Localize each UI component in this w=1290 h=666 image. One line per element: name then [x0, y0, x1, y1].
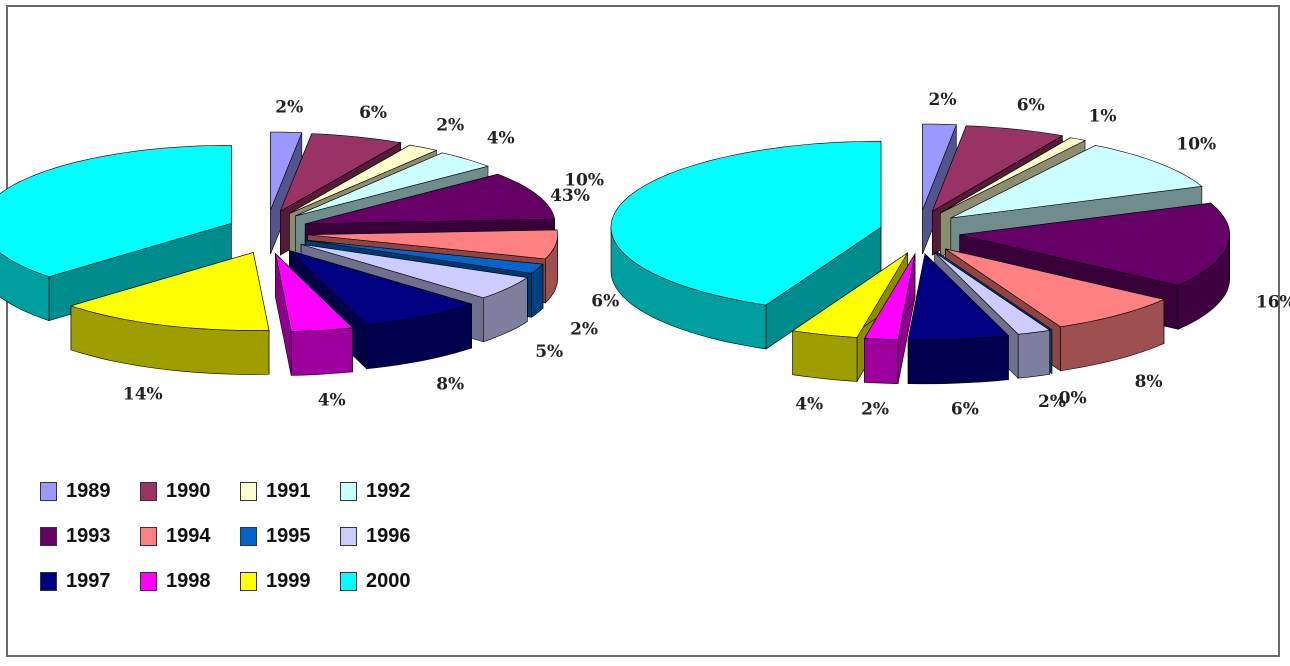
legend-label: 1998 — [166, 569, 211, 592]
slice-top — [610, 140, 882, 306]
slice-top — [275, 252, 354, 332]
pie-chart-1: 2%6%2%4%10%6%2%5%8%4%14%37% — [0, 98, 619, 411]
legend-label: 1989 — [66, 479, 111, 502]
legend: 1989 1990 1991 1992 1993 1994 1995 1996 … — [40, 478, 460, 594]
slice-rim — [864, 337, 899, 385]
pie-data-label: 43% — [550, 186, 590, 206]
slice-top — [907, 253, 1010, 341]
legend-item-1993: 1993 — [40, 523, 140, 549]
legend-label: 1996 — [366, 524, 411, 547]
legend-label: 1994 — [166, 524, 211, 547]
pie-data-label: 10% — [564, 170, 604, 190]
slice-top — [295, 152, 490, 217]
legend-swatch — [240, 526, 257, 546]
slice-top — [305, 239, 544, 274]
pie-data-label: 1% — [1089, 107, 1117, 127]
slice-top — [863, 253, 916, 341]
legend-item-1994: 1994 — [140, 523, 240, 549]
pie-chart-2: 2%6%1%10%16%8%0%2%6%2%4%43% — [550, 90, 1290, 420]
pie-data-label: 4% — [318, 391, 346, 411]
pie-data-label: 16% — [1256, 293, 1290, 313]
pie-data-label: 6% — [951, 400, 979, 420]
legend-item-1998: 1998 — [140, 568, 240, 594]
legend-item-1996: 1996 — [340, 523, 440, 549]
pie-data-label: 10% — [1176, 134, 1216, 154]
pie-data-label: 6% — [591, 292, 619, 312]
legend-label: 1997 — [66, 569, 111, 592]
legend-swatch — [240, 571, 257, 591]
legend-item-1991: 1991 — [240, 478, 340, 504]
slice-top — [791, 252, 908, 338]
pie-data-label: 5% — [535, 342, 563, 362]
legend-item-2000: 2000 — [340, 568, 440, 594]
legend-swatch — [40, 481, 57, 501]
slice-top — [279, 133, 402, 212]
slice-top — [940, 137, 1086, 214]
pie-slice-1998 — [863, 252, 916, 385]
slice-rim — [792, 330, 858, 382]
legend-item-1995: 1995 — [240, 523, 340, 549]
slice-top — [959, 202, 1231, 286]
pie-data-label: 2% — [861, 400, 889, 420]
legend-swatch — [140, 481, 157, 501]
slice-top — [931, 125, 1064, 212]
legend-label: 1995 — [266, 524, 311, 547]
pie-data-label: 2% — [436, 115, 464, 135]
slice-top — [307, 229, 559, 260]
legend-label: 1992 — [366, 479, 411, 502]
pie-slice-1997 — [907, 253, 1010, 385]
legend-label: 1991 — [266, 479, 311, 502]
pie-slice-1989 — [270, 131, 303, 255]
slice-rim — [907, 335, 1009, 385]
slice-top — [289, 250, 473, 326]
slice-top — [922, 123, 957, 211]
slice-top — [934, 252, 1051, 335]
legend-swatch — [340, 526, 357, 546]
legend-swatch — [340, 481, 357, 501]
legend-label: 1999 — [266, 569, 311, 592]
pie-slice-1998 — [275, 252, 354, 376]
pie-slice-1999 — [69, 252, 270, 375]
legend-swatch — [340, 571, 357, 591]
slice-top — [0, 145, 232, 278]
legend-label: 2000 — [366, 569, 411, 592]
legend-label: 1990 — [166, 479, 211, 502]
slice-top — [950, 145, 1203, 219]
pie-data-label: 14% — [123, 385, 163, 405]
pie-slice-1989 — [922, 123, 957, 255]
slice-top — [289, 144, 438, 214]
legend-swatch — [40, 571, 57, 591]
legend-swatch — [140, 526, 157, 546]
slice-top — [305, 173, 556, 225]
slice-top — [69, 252, 270, 331]
slice-top — [300, 244, 529, 299]
legend-swatch — [140, 571, 157, 591]
legend-label: 1993 — [66, 524, 111, 547]
legend-item-1989: 1989 — [40, 478, 140, 504]
pie-data-label: 6% — [359, 103, 387, 123]
pie-data-label: 4% — [795, 394, 823, 414]
slice-rim — [1017, 329, 1050, 379]
pie-data-label: 2% — [570, 320, 598, 340]
legend-swatch — [240, 481, 257, 501]
legend-item-1999: 1999 — [240, 568, 340, 594]
legend-item-1992: 1992 — [340, 478, 440, 504]
pie-data-label: 4% — [487, 129, 515, 149]
pie-data-label: 0% — [1059, 389, 1087, 409]
pie-data-label: 2% — [1038, 392, 1066, 412]
slice-rim — [290, 327, 353, 376]
pie-data-label: 8% — [436, 375, 464, 395]
pie-data-label: 8% — [1135, 372, 1163, 392]
legend-swatch — [40, 526, 57, 546]
legend-item-1997: 1997 — [40, 568, 140, 594]
slice-top — [945, 248, 1165, 328]
legend-item-1990: 1990 — [140, 478, 240, 504]
pie-slice-2000 — [610, 140, 882, 350]
pie-data-label: 6% — [1017, 96, 1045, 116]
pie-data-label: 2% — [275, 98, 303, 118]
slice-top — [270, 131, 303, 211]
pie-data-label: 2% — [929, 90, 957, 110]
pie-slice-2000 — [0, 145, 232, 322]
